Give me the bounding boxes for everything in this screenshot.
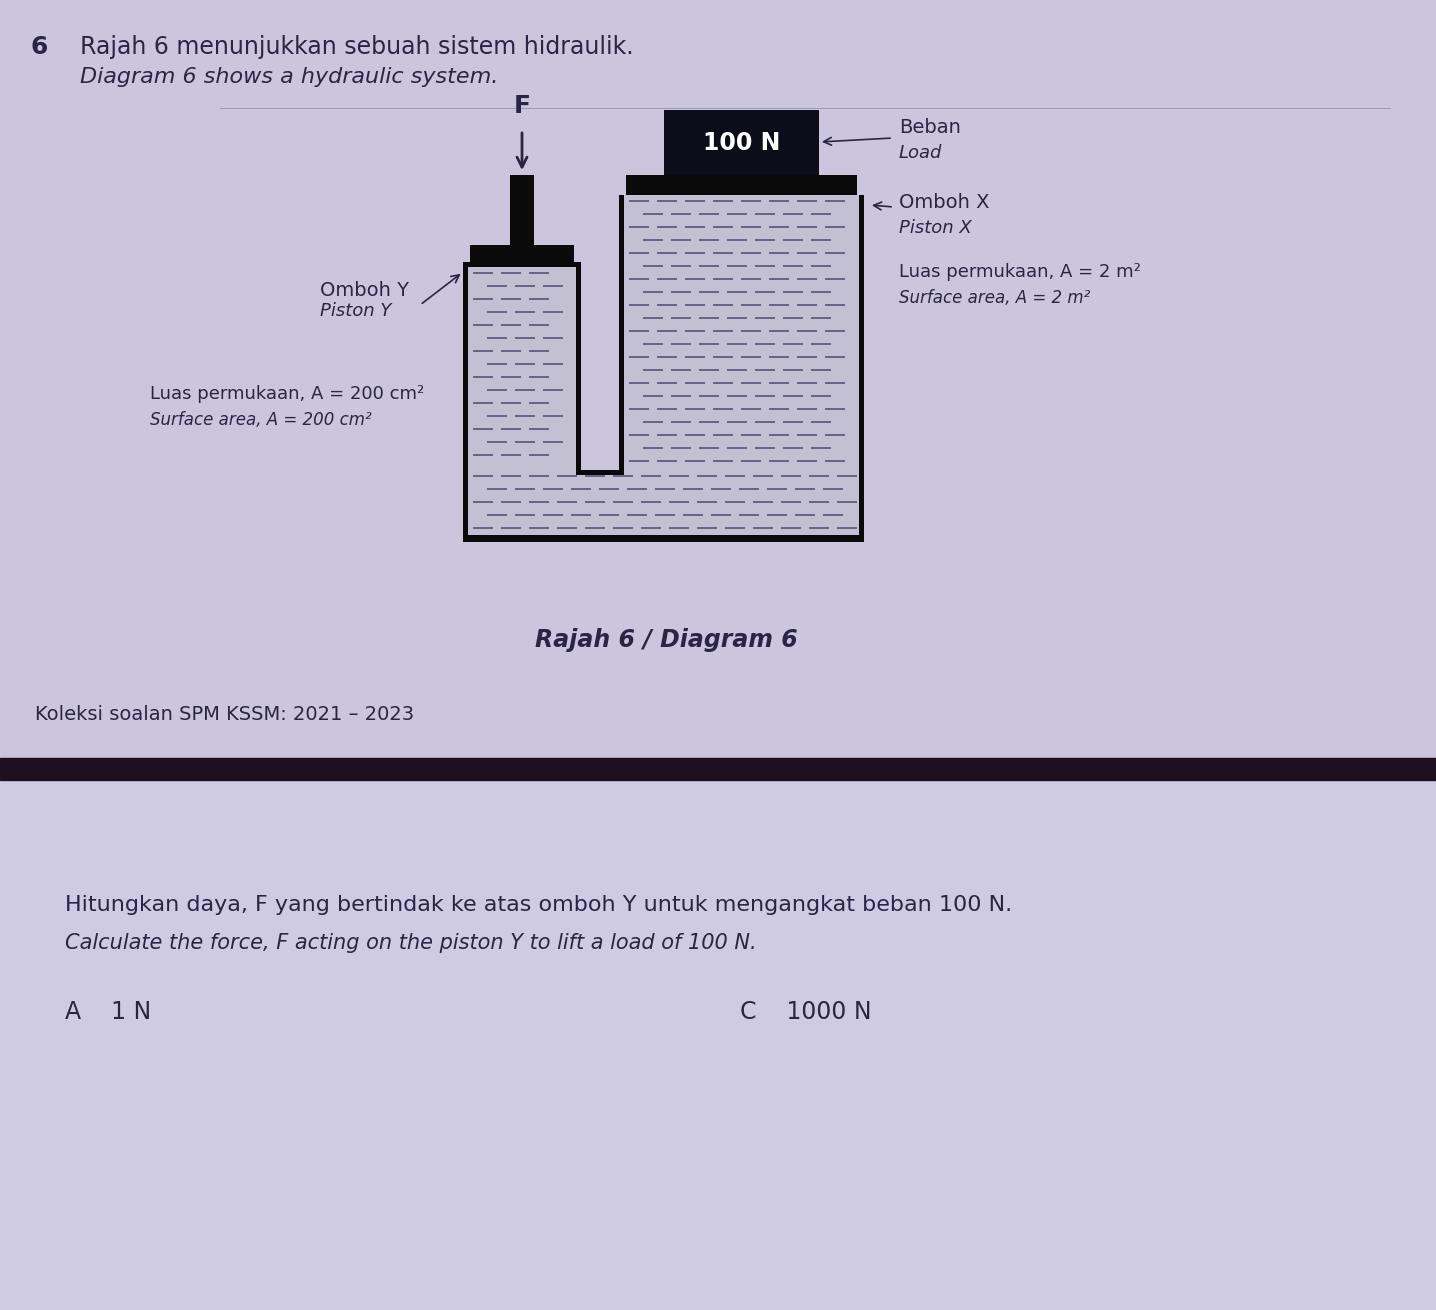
Text: F: F: [514, 94, 530, 118]
Bar: [468, 470, 864, 534]
Text: Luas permukaan, A = 2 m²: Luas permukaan, A = 2 m²: [899, 263, 1140, 282]
Bar: [470, 245, 574, 267]
Bar: [0, 758, 1436, 779]
Text: Load: Load: [899, 144, 942, 162]
Bar: [462, 267, 468, 534]
Text: 6: 6: [30, 35, 47, 59]
Bar: [619, 195, 625, 470]
Bar: [625, 195, 859, 470]
Bar: [462, 534, 864, 542]
Text: Beban: Beban: [899, 118, 961, 138]
Text: Piston X: Piston X: [899, 219, 972, 237]
Text: Omboh X: Omboh X: [899, 193, 989, 212]
Bar: [0, 0, 1436, 760]
Text: Surface area, A = 200 cm²: Surface area, A = 200 cm²: [149, 411, 372, 428]
Bar: [576, 470, 625, 476]
Text: C    1000 N: C 1000 N: [740, 1000, 872, 1024]
Text: Hitungkan daya, F yang bertindak ke atas omboh Y untuk mengangkat beban 100 N.: Hitungkan daya, F yang bertindak ke atas…: [65, 895, 1012, 914]
Bar: [468, 267, 576, 470]
Text: Rajah 6 menunjukkan sebuah sistem hidraulik.: Rajah 6 menunjukkan sebuah sistem hidrau…: [80, 35, 633, 59]
Bar: [510, 176, 534, 245]
Text: Calculate the force, F acting on the piston Y to lift a load of 100 N.: Calculate the force, F acting on the pis…: [65, 933, 757, 952]
Text: A    1 N: A 1 N: [65, 1000, 151, 1024]
Text: Omboh Y: Omboh Y: [320, 282, 409, 300]
Bar: [626, 176, 857, 195]
Text: 100 N: 100 N: [702, 131, 780, 155]
Bar: [859, 195, 864, 534]
Bar: [663, 110, 819, 176]
Text: Diagram 6 shows a hydraulic system.: Diagram 6 shows a hydraulic system.: [80, 67, 498, 86]
Text: Rajah 6 / Diagram 6: Rajah 6 / Diagram 6: [534, 627, 797, 652]
Bar: [462, 262, 582, 267]
Text: Piston Y: Piston Y: [320, 303, 392, 320]
Text: Koleksi soalan SPM KSSM: 2021 – 2023: Koleksi soalan SPM KSSM: 2021 – 2023: [34, 705, 414, 724]
Text: Surface area, A = 2 m²: Surface area, A = 2 m²: [899, 290, 1090, 307]
Bar: [0, 779, 1436, 1310]
Text: Luas permukaan, A = 200 cm²: Luas permukaan, A = 200 cm²: [149, 385, 424, 403]
Bar: [576, 267, 582, 470]
